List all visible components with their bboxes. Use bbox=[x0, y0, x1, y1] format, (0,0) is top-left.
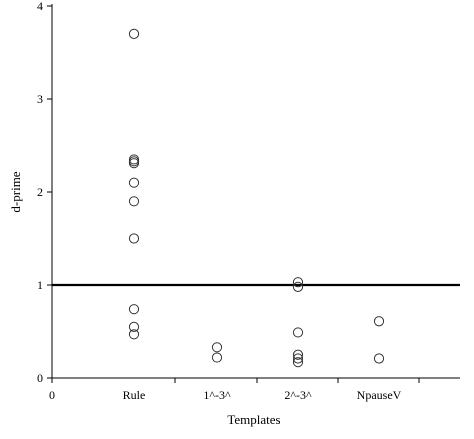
data-point bbox=[128, 321, 140, 332]
y-tick-label: 2 bbox=[37, 185, 43, 199]
x-tick-label: NpauseV bbox=[357, 388, 402, 402]
data-point bbox=[292, 353, 304, 364]
data-point bbox=[128, 158, 140, 169]
y-tick-label: 1 bbox=[37, 278, 43, 292]
data-point bbox=[211, 342, 223, 353]
x-tick-label: Rule bbox=[123, 388, 146, 402]
data-point bbox=[373, 316, 385, 327]
data-point bbox=[128, 28, 140, 40]
data-point bbox=[128, 304, 140, 315]
axes bbox=[51, 4, 460, 379]
data-point bbox=[128, 196, 140, 207]
data-point bbox=[128, 177, 140, 188]
x-ticks: Rule 1^-3^ 2^-3^ NpauseV bbox=[51, 378, 420, 402]
y-tick-label: 0 bbox=[37, 371, 43, 385]
data-point bbox=[211, 352, 223, 363]
data-point bbox=[128, 329, 140, 340]
data-points bbox=[128, 28, 385, 368]
x-origin-label: 0 bbox=[49, 388, 55, 402]
y-tick-label: 4 bbox=[37, 0, 43, 13]
data-point bbox=[292, 281, 304, 292]
data-point bbox=[373, 353, 385, 364]
data-point bbox=[292, 357, 304, 368]
y-tick-label: 3 bbox=[37, 92, 43, 106]
x-tick-label: 1^-3^ bbox=[203, 388, 231, 402]
data-point bbox=[292, 277, 304, 288]
y-axis-title: d-prime bbox=[8, 171, 23, 212]
data-point bbox=[128, 233, 140, 244]
data-point bbox=[292, 327, 304, 338]
y-ticks: 0 1 2 3 4 bbox=[37, 0, 52, 385]
x-tick-label: 2^-3^ bbox=[284, 388, 312, 402]
x-axis-title: Templates bbox=[227, 412, 280, 427]
data-point bbox=[292, 349, 304, 360]
